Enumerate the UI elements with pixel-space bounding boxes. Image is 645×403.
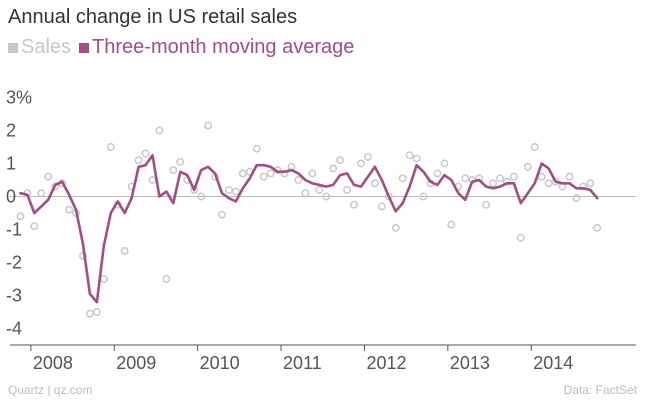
sales-point	[489, 179, 497, 188]
sales-point	[405, 151, 414, 160]
sales-point	[238, 169, 247, 178]
legend-label-sales: Sales	[21, 36, 72, 58]
legend-item-moving-average: Three-month moving average	[79, 36, 354, 59]
sales-point	[106, 143, 115, 151]
sales-point	[148, 176, 157, 184]
sales-point	[343, 185, 352, 194]
x-tick-label: 2012	[366, 353, 406, 373]
sales-point	[579, 182, 588, 191]
sales-point	[329, 164, 338, 173]
x-tick-label: 2009	[116, 353, 156, 373]
sales-point	[391, 223, 400, 232]
sales-point	[252, 144, 261, 153]
y-tick-label: 1	[6, 154, 16, 174]
sales-point	[197, 192, 206, 201]
y-tick-label: 2	[6, 121, 16, 141]
sales-point	[509, 172, 518, 181]
sales-point	[301, 189, 310, 198]
legend-swatch-moving-average	[79, 42, 90, 53]
sales-point	[586, 179, 595, 188]
sales-point	[412, 154, 421, 163]
sales-point	[363, 152, 372, 161]
sales-point	[544, 179, 553, 188]
sales-point	[231, 187, 240, 196]
sales-point	[294, 176, 303, 184]
sales-point	[92, 308, 101, 316]
legend-swatch-sales	[8, 42, 18, 53]
sales-point	[99, 275, 108, 283]
sales-point	[530, 143, 539, 151]
sales-point	[516, 233, 525, 242]
sales-point	[315, 185, 324, 194]
chart-title: Annual change in US retail sales	[8, 6, 298, 28]
footer-source: Quartz | qz.com	[8, 383, 93, 397]
sales-point	[419, 192, 428, 201]
x-tick-label: 2008	[33, 353, 73, 373]
x-tick-label: 2010	[200, 353, 240, 373]
sales-point	[565, 172, 574, 181]
y-tick-label: -2	[6, 253, 22, 273]
sales-point	[440, 159, 449, 168]
sales-point	[85, 309, 94, 318]
sales-point	[65, 205, 74, 214]
sales-point	[224, 185, 233, 194]
legend: Sales Three-month moving average	[8, 36, 362, 59]
sales-point	[336, 156, 345, 165]
sales-point	[134, 156, 143, 165]
y-tick-label: -4	[6, 319, 22, 339]
sales-point	[593, 223, 602, 232]
sales-point	[37, 189, 46, 198]
sales-point	[482, 200, 491, 209]
sales-point	[350, 200, 358, 209]
sales-point	[496, 174, 504, 183]
sales-point	[51, 182, 60, 191]
legend-label-moving-average: Three-month moving average	[92, 36, 355, 58]
sales-point	[155, 126, 164, 135]
sales-point	[141, 149, 150, 158]
sales-point	[204, 121, 213, 130]
sales-point	[370, 179, 379, 188]
sales-point	[433, 169, 442, 178]
sales-point	[572, 194, 581, 203]
sales-point	[377, 202, 386, 211]
y-tick-label: -1	[6, 220, 22, 240]
y-tick-label: -3	[6, 286, 22, 306]
y-tick-label: 3%	[6, 88, 32, 108]
sales-point	[357, 159, 365, 168]
x-tick-label: 2013	[450, 353, 490, 373]
legend-item-sales: Sales	[8, 36, 71, 59]
moving-average-line	[19, 154, 599, 304]
y-tick-label: 0	[6, 187, 16, 207]
sales-point	[308, 169, 317, 178]
sales-point	[259, 172, 268, 181]
sales-point	[502, 177, 511, 186]
sales-point	[16, 212, 25, 221]
sales-point	[322, 192, 331, 201]
sales-point	[537, 172, 546, 181]
sales-point	[169, 166, 178, 175]
footer-data-credit: Data: FactSet	[563, 383, 637, 397]
x-tick-label: 2011	[283, 353, 322, 373]
sales-point	[30, 222, 39, 231]
sales-point	[44, 172, 53, 181]
sales-point	[398, 174, 407, 183]
sales-point	[120, 247, 129, 255]
sales-point	[461, 174, 470, 183]
x-tick-label: 2014	[533, 353, 573, 373]
sales-point	[218, 210, 226, 219]
sales-point	[266, 169, 275, 178]
sales-point	[523, 162, 532, 171]
sales-point	[176, 157, 185, 166]
sales-point	[280, 169, 289, 178]
sales-point	[447, 220, 456, 229]
sales-point	[162, 275, 171, 283]
